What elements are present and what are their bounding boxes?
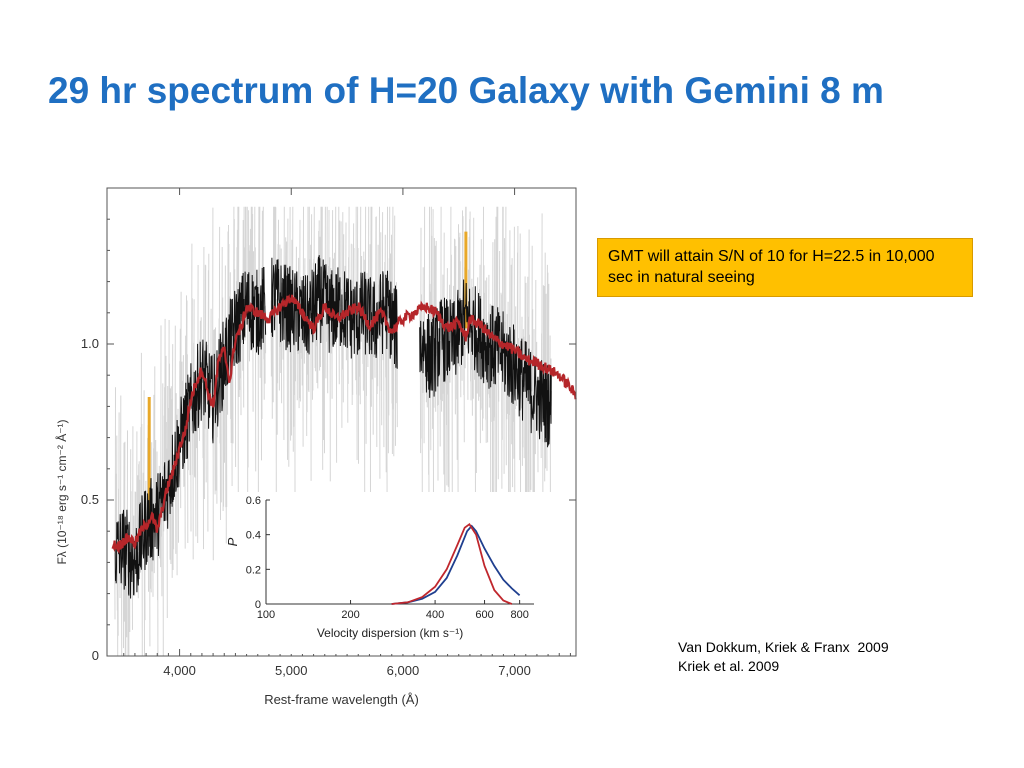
- inset-y-tick-label: 0.4: [246, 530, 261, 542]
- binned-spectrum-layer: [114, 255, 552, 599]
- x-tick-label: 5,000: [275, 663, 308, 678]
- inset-red-curve: [391, 523, 513, 605]
- references: Van Dokkum, Kriek & Franx 2009 Kriek et …: [678, 638, 889, 676]
- inset-y-axis-label: P: [225, 537, 240, 546]
- main-plot-frame: [106, 187, 577, 657]
- binned-spectrum: [270, 255, 398, 369]
- inset-y-tick-label: 0.2: [246, 564, 261, 576]
- spectrum-figure: 4,000 5,000 6,000 7,000 0 0.5 1.0 0 0.2 0.4 0.6 10…: [40, 168, 600, 728]
- reference-1: Van Dokkum, Kriek & Franx 2009: [678, 639, 889, 655]
- inset-plot: 0 0.2 0.4 0.6 100 200 400 600 800: [236, 492, 554, 654]
- inset-x-tick-label: 200: [341, 609, 359, 621]
- model-spectrum: [111, 294, 577, 554]
- inset-x-axis-label: Velocity dispersion (km s⁻¹): [317, 626, 463, 640]
- y-axis-label: Fλ (10⁻¹⁸ erg s⁻¹ cm⁻² Å⁻¹): [54, 419, 69, 564]
- model-spectrum-layer: [111, 294, 577, 554]
- slide-title: 29 hr spectrum of H=20 Galaxy with Gemin…: [48, 70, 884, 111]
- reference-2: Kriek et al. 2009: [678, 658, 780, 674]
- x-axis-label: Rest-frame wavelength (Å): [264, 692, 419, 707]
- x-tick-label: 4,000: [163, 663, 196, 678]
- highlight-layer: [147, 231, 468, 516]
- inset-background: [236, 492, 554, 654]
- inset-x-tick-label: 600: [475, 609, 493, 621]
- spectrum-chart: 4,000 5,000 6,000 7,000 0 0.5 1.0 0 0.2 0.4 0.6 10…: [40, 168, 600, 728]
- binned-spectrum: [419, 279, 552, 448]
- main-axes: 4,000 5,000 6,000 7,000 0 0.5 1.0: [81, 187, 577, 678]
- x-tick-label: 6,000: [387, 663, 420, 678]
- inset-y-tick-label: 0: [255, 599, 261, 611]
- y-tick-label: 0.5: [81, 492, 99, 507]
- y-tick-label: 1.0: [81, 336, 99, 351]
- binned-spectrum: [114, 267, 267, 599]
- gmt-callout: GMT will attain S/N of 10 for H=22.5 in …: [597, 238, 973, 297]
- inset-x-tick-label: 100: [257, 609, 275, 621]
- inset-y-tick-label: 0.6: [246, 495, 261, 507]
- inset-x-tick-label: 800: [510, 609, 528, 621]
- inset-blue-curve: [391, 524, 521, 605]
- x-tick-label: 7,000: [498, 663, 531, 678]
- inset-x-tick-label: 400: [426, 609, 444, 621]
- y-tick-label: 0: [92, 648, 99, 663]
